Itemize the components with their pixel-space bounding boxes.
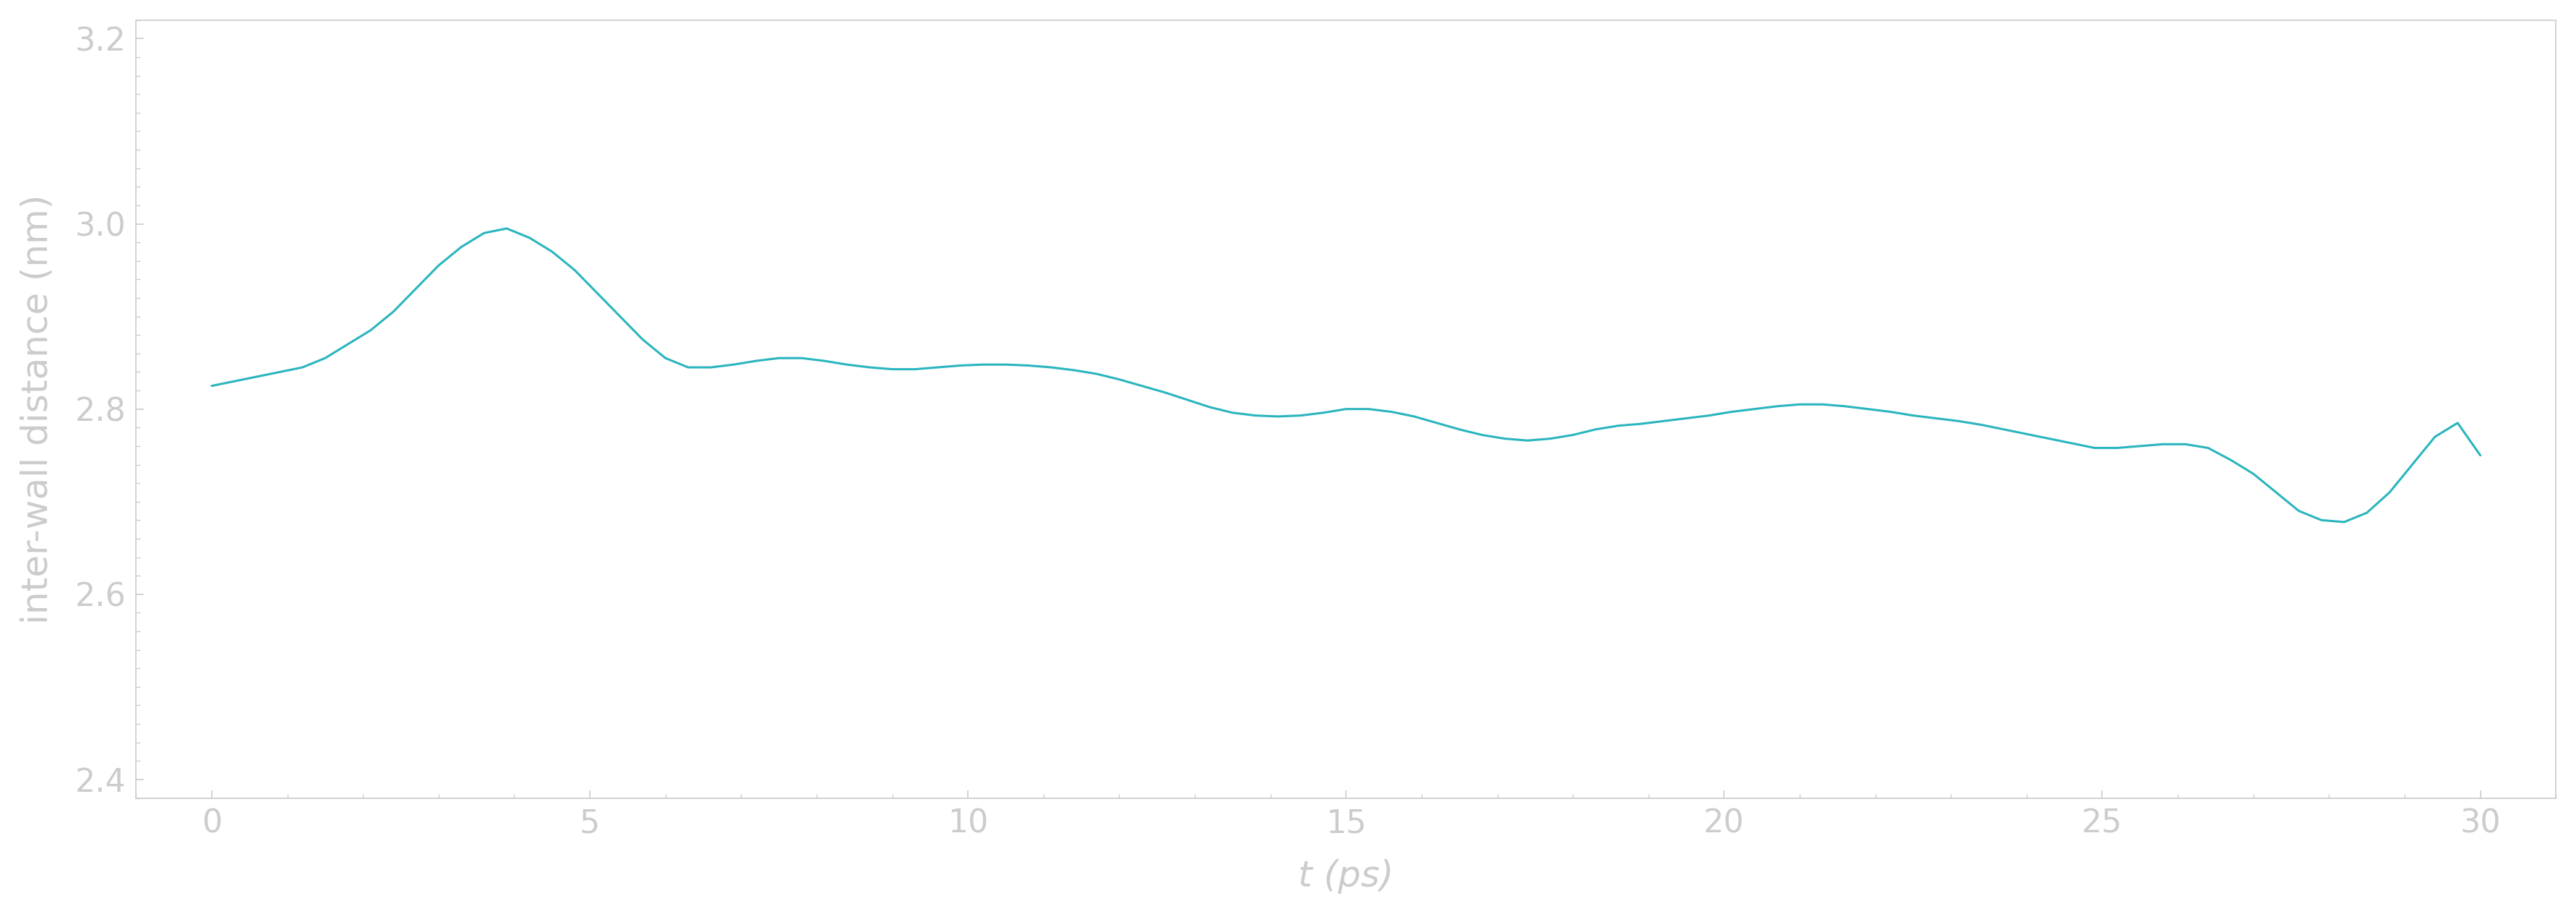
X-axis label: t (ps): t (ps) (1298, 859, 1394, 894)
Y-axis label: inter-wall distance (nm): inter-wall distance (nm) (21, 194, 54, 624)
